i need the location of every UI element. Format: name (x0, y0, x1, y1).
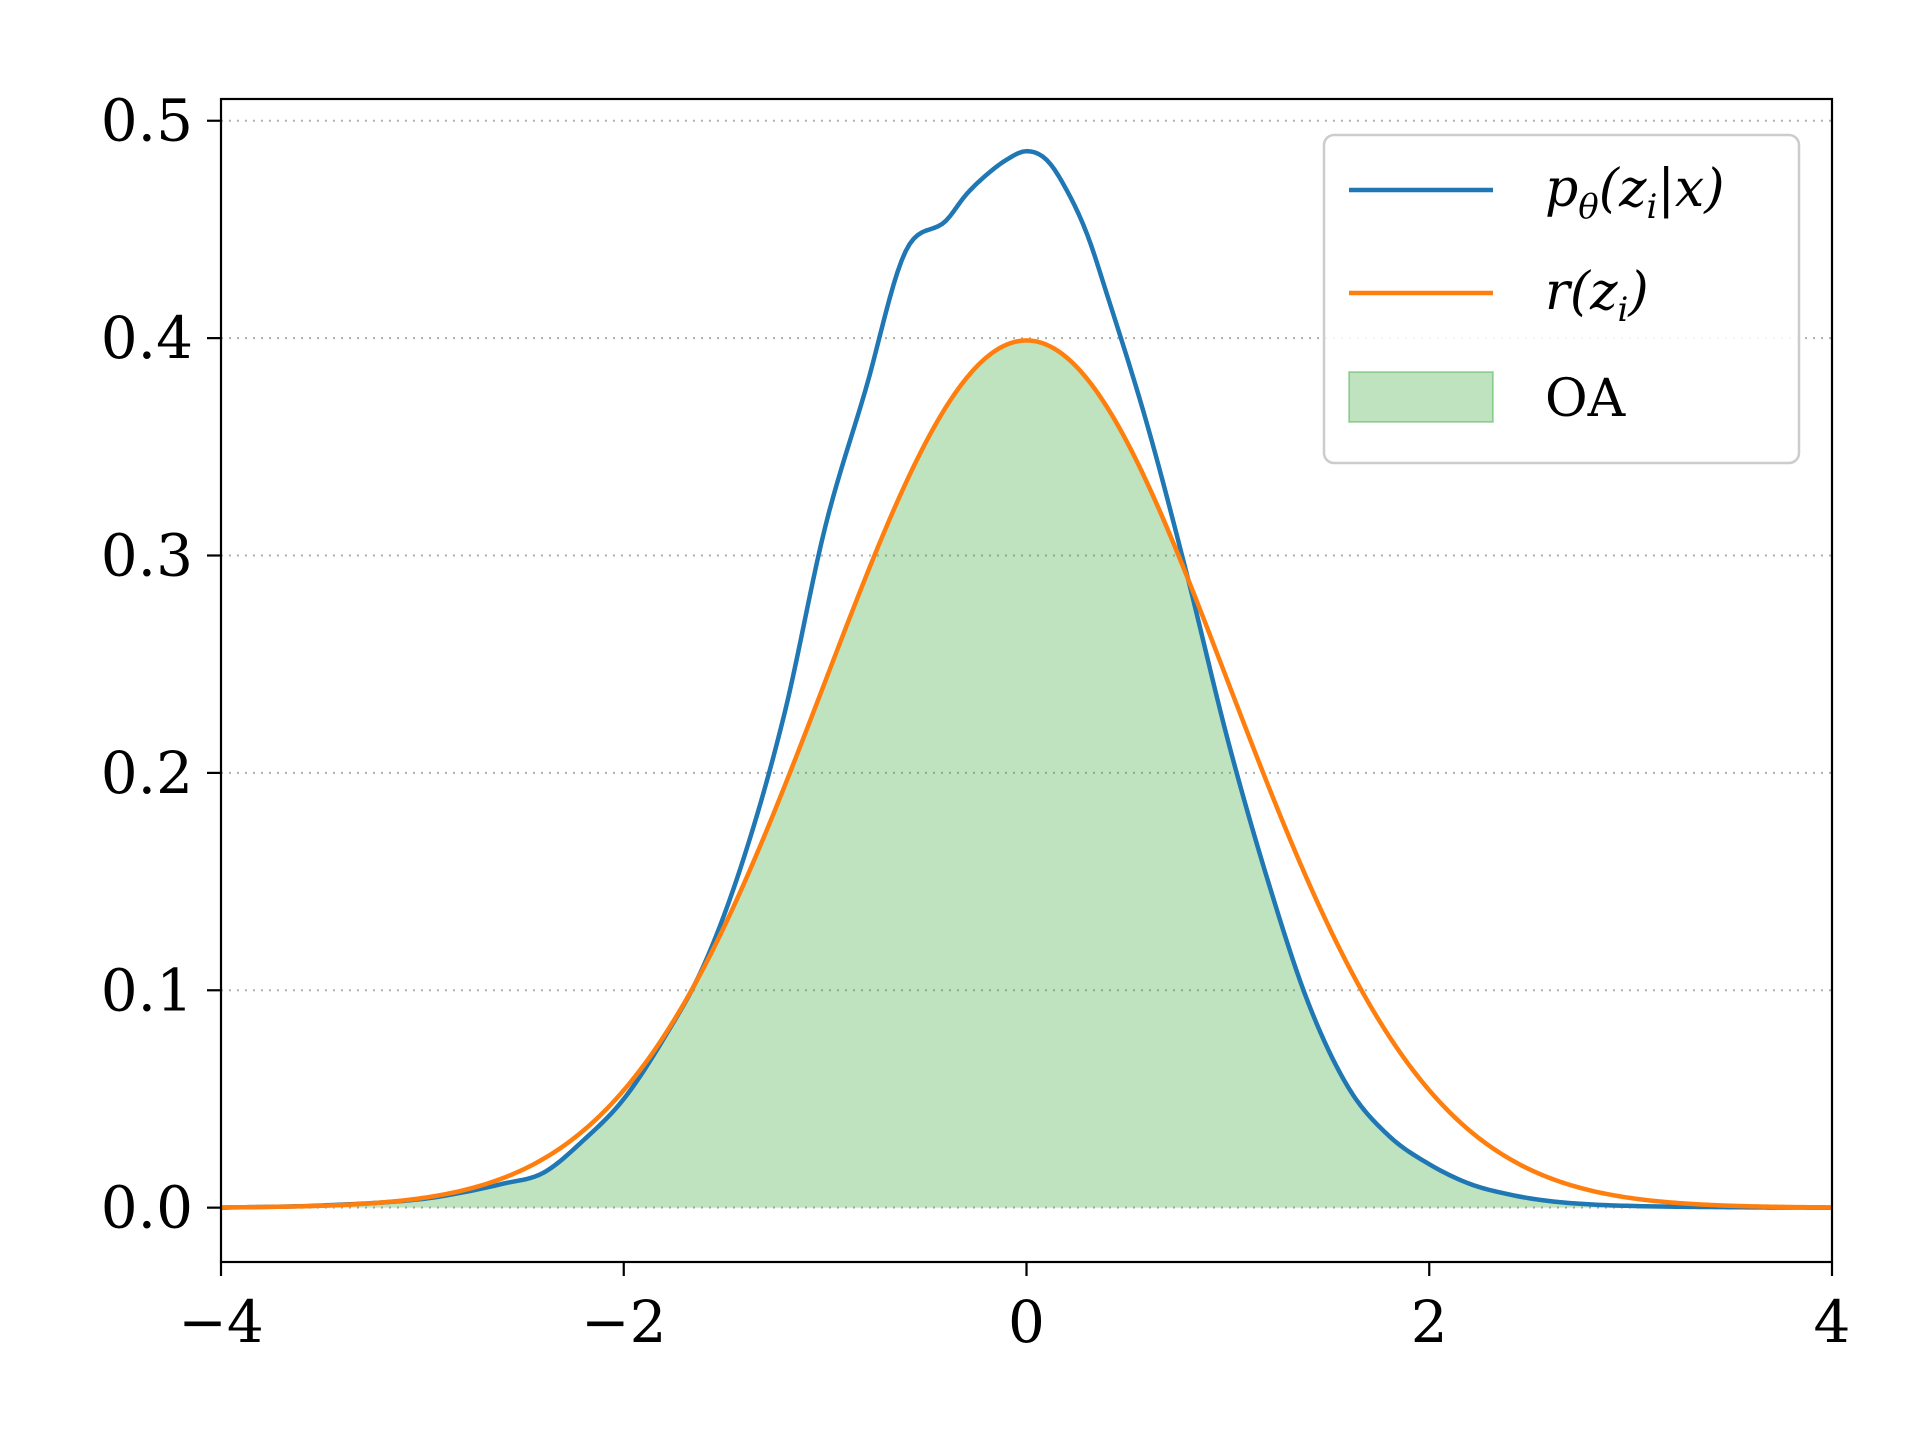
oa-fill-layer (221, 340, 1832, 1208)
legend-box (1322, 133, 1801, 465)
x-tick-label: 4 (1814, 1288, 1851, 1356)
series-lines (220, 148, 1833, 1210)
y-tick-label: 0.0 (101, 1174, 193, 1242)
legend-label-oa: OA (1545, 369, 1627, 429)
oa-area (221, 340, 1832, 1208)
y-tick-label: 0.3 (101, 522, 193, 590)
x-tick-label: −4 (178, 1288, 264, 1356)
legend-label-p-theta: pθ(zi|x) (1545, 159, 1724, 227)
y-tick-label: 0.1 (101, 956, 193, 1024)
y-axis-ticks: 0.0 0.1 0.2 0.3 0.4 0.5 (101, 87, 221, 1242)
x-tick-label: 0 (1008, 1288, 1045, 1356)
legend-swatch-oa (1348, 371, 1494, 423)
y-tick-label: 0.2 (101, 739, 193, 807)
legend: pθ(zi|x) r(zi) OA (1322, 133, 1801, 465)
series-line-p-theta (220, 148, 1833, 1210)
x-axis-ticks: −4 −2 0 2 4 (178, 1262, 1850, 1356)
legend-label-r: r(zi) (1545, 262, 1649, 330)
x-tick-label: 2 (1411, 1288, 1448, 1356)
x-tick-label: −2 (581, 1288, 667, 1356)
y-tick-label: 0.4 (101, 304, 193, 372)
series-line-r (220, 338, 1833, 1210)
y-tick-label: 0.5 (101, 87, 193, 155)
